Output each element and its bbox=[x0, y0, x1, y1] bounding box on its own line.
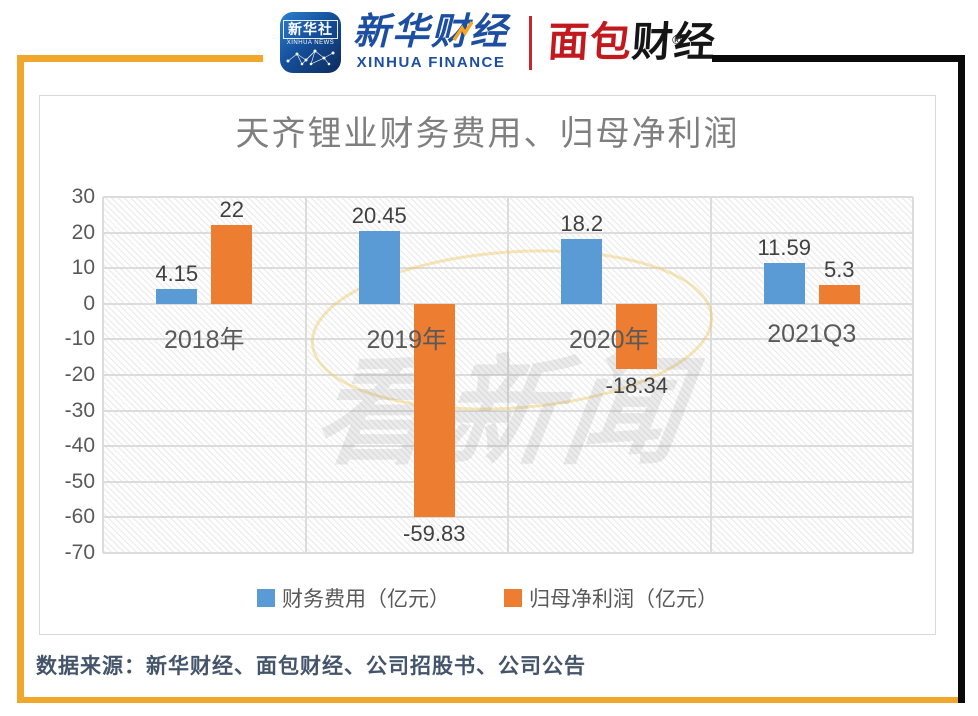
bar-data-label: -59.83 bbox=[403, 520, 466, 546]
xinhua-finance-en: XINHUA FINANCE bbox=[356, 54, 506, 71]
y-axis-tick-label: 10 bbox=[71, 256, 95, 280]
y-axis-tick-label: -60 bbox=[64, 505, 95, 529]
xinhua-news-logo-text: 新华社 bbox=[283, 20, 338, 40]
bar-data-label: 22 bbox=[219, 197, 244, 223]
category-label: 2018年 bbox=[163, 325, 245, 354]
bar-data-label: -18.34 bbox=[605, 373, 668, 399]
category-label: 2019年 bbox=[366, 325, 448, 354]
bar-net-profit bbox=[413, 303, 455, 517]
bar-finance-expense bbox=[763, 262, 805, 304]
data-source-note: 数据来源：新华财经、面包财经、公司招股书、公司公告 bbox=[36, 654, 586, 678]
header-divider bbox=[529, 15, 532, 70]
gridline-vertical bbox=[709, 197, 712, 553]
legend-label-net-profit: 归母净利润（亿元） bbox=[529, 588, 718, 611]
legend-label-finance-expense: 财务费用（亿元） bbox=[282, 588, 450, 611]
legend-item-net-profit: 归母净利润（亿元） bbox=[504, 583, 718, 613]
legend-swatch-finance-expense bbox=[257, 589, 275, 607]
frame-top-gold bbox=[17, 55, 263, 62]
y-axis-tick-label: -40 bbox=[64, 434, 95, 458]
legend: 财务费用（亿元） 归母净利润（亿元） bbox=[39, 583, 936, 613]
category-label: 2020年 bbox=[568, 325, 650, 354]
bar-finance-expense bbox=[156, 289, 198, 304]
bar-data-label: 11.59 bbox=[757, 234, 811, 260]
mianbao-logo-red: 面包 bbox=[546, 19, 634, 65]
gridline-vertical bbox=[304, 197, 307, 553]
frame-right-black bbox=[958, 55, 965, 703]
xinhua-finance-cn: 新华财经 bbox=[353, 12, 509, 53]
xinhua-news-app-logo: 新华社 XINHUA NEWS bbox=[280, 12, 341, 73]
gridline-vertical bbox=[102, 197, 104, 553]
xinhua-news-logo-subtext: XINHUA NEWS bbox=[286, 40, 335, 47]
gridline-vertical bbox=[912, 197, 914, 553]
bar-net-profit bbox=[616, 303, 658, 370]
bar-finance-expense bbox=[358, 230, 400, 304]
gridline-horizontal bbox=[103, 552, 913, 554]
y-axis-tick-label: 30 bbox=[71, 185, 95, 208]
network-globe-icon bbox=[286, 49, 334, 66]
bar-data-label: 4.15 bbox=[155, 261, 199, 287]
y-axis-tick-label: -50 bbox=[64, 469, 95, 493]
frame-left-gold bbox=[17, 55, 24, 703]
y-axis-tick-label: 0 bbox=[83, 291, 95, 315]
y-axis-tick-label: -10 bbox=[64, 327, 95, 351]
registered-mark: ® bbox=[672, 33, 683, 47]
y-axis-tick-label: -70 bbox=[64, 541, 95, 564]
category-label: 2021Q3 bbox=[767, 319, 857, 348]
y-axis-tick-label: -30 bbox=[64, 398, 95, 422]
bar-data-label: 5.3 bbox=[823, 256, 855, 282]
bar-data-label: 18.2 bbox=[560, 211, 604, 236]
frame-bottom-gold bbox=[17, 697, 958, 703]
frame-top-black bbox=[712, 55, 965, 62]
gridline-vertical bbox=[507, 197, 509, 553]
xinhua-finance-logo: 新华财经 XINHUA FINANCE bbox=[353, 14, 509, 71]
mianbao-finance-logo: 面包财经 ® bbox=[546, 12, 718, 73]
bar-finance-expense bbox=[561, 239, 603, 304]
lightning-accent-icon bbox=[452, 21, 474, 41]
bar-net-profit bbox=[211, 225, 253, 304]
bar-data-label: 20.45 bbox=[351, 202, 407, 228]
header: 新华社 XINHUA NEWS 新华财经 XINHUA FINANCE bbox=[280, 12, 718, 73]
y-axis-tick-label: 20 bbox=[71, 220, 95, 244]
legend-swatch-net-profit bbox=[504, 589, 522, 607]
bar-net-profit bbox=[818, 284, 860, 304]
chart-title: 天齐锂业财务费用、归母净利润 bbox=[235, 115, 740, 153]
legend-item-finance-expense: 财务费用（亿元） bbox=[257, 583, 450, 613]
y-axis-tick-label: -20 bbox=[64, 363, 95, 386]
